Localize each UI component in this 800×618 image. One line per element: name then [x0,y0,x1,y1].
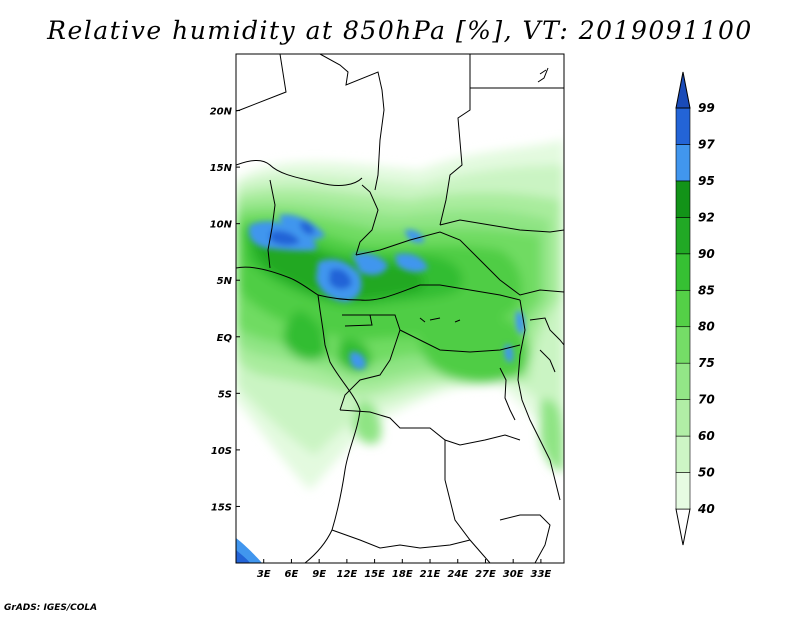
colorbar-segment [675,399,691,437]
colorbar-low-arrow [675,508,691,546]
colorbar-high-arrow [675,71,691,109]
x-tick-label: 15E [364,569,385,580]
colorbar-label: 50 [698,466,715,480]
x-tick-label: 24E [447,569,468,580]
colorbar-segment [675,217,691,255]
colorbar-segment [675,289,691,328]
y-tick-label: 5S [218,389,232,400]
y-tick-label: 5N [217,276,233,287]
x-tick-label: 6E [285,569,299,580]
x-tick-label: 12E [336,569,357,580]
colorbar-label: 90 [698,247,715,261]
colorbar-label: 97 [698,137,715,151]
colorbar-segment [675,362,691,400]
x-tick-label: 3E [257,569,271,580]
colorbar-label: 95 [698,174,715,188]
colorbar-segment [675,107,691,145]
colorbar-legend: 40 50 60 70 75 80 85 90 92 95 97 99 [675,71,715,546]
y-tick-label: 15S [211,502,232,513]
x-axis: 3E 6E 9E 12E 15E 18E 21E 24E 27E 30E 33E [257,559,552,580]
x-tick-label: 33E [531,569,552,580]
country-borders [236,54,564,563]
rh-contour-97 [270,230,300,246]
x-tick-label: 27E [475,569,496,580]
x-tick-label: 9E [312,569,326,580]
plot-frame [235,53,565,564]
colorbar-label: 75 [698,356,715,370]
colorbar-label: 80 [698,320,715,334]
humidity-field [236,54,564,563]
colorbar-segment [675,144,691,182]
y-axis: 20N 15N 10N 5N EQ 5S 10S 15S [210,107,240,513]
grads-credit: GrADS: IGES/COLA [4,603,98,613]
x-tick-label: 21E [420,569,441,580]
colorbar-label: 70 [698,393,715,407]
x-tick-label: 30E [503,569,524,580]
colorbar-segment [675,180,691,218]
y-tick-label: EQ [217,333,233,344]
colorbar-segment [675,435,691,473]
colorbar-label: 92 [698,210,715,224]
colorbar-segment [675,253,691,291]
y-tick-label: 10N [210,220,233,231]
colorbar-segment [675,472,691,510]
y-tick-label: 20N [210,107,233,118]
colorbar-label: 85 [698,283,715,297]
y-tick-label: 10S [211,446,232,457]
y-tick-label: 15N [210,163,233,174]
x-tick-label: 18E [392,569,413,580]
colorbar-segment [675,326,691,364]
map-title: Relative humidity at 850hPa [%], VT: 201… [47,16,753,45]
colorbar-label: 60 [698,429,715,443]
colorbar-label: 99 [698,101,715,115]
colorbar-label: 40 [697,502,715,516]
